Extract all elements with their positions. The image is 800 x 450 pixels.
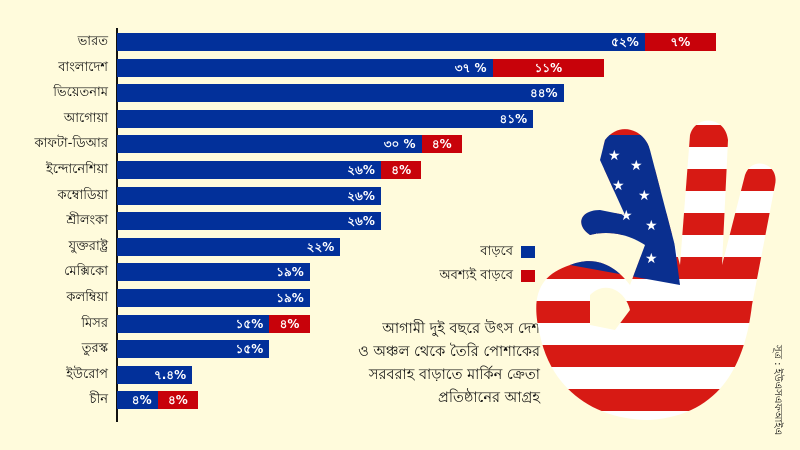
- bar-segment-increase: ৩৭ %: [117, 58, 493, 77]
- svg-text:★: ★: [638, 188, 651, 204]
- bar-segment-definitely-increase: ৪%: [380, 161, 422, 179]
- bar-row: চীন ৪% ৪%: [0, 391, 800, 410]
- legend-swatch-blue: [521, 246, 535, 258]
- bar-segment-increase: ২৬%: [117, 161, 381, 179]
- bar-segment-increase: ১৫%: [117, 314, 270, 333]
- category-label: মেক্সিকো: [64, 264, 108, 280]
- bar-segment-definitely-increase: ৭%: [644, 33, 716, 51]
- legend-label: অবশ্যই বাড়বে: [439, 267, 513, 283]
- svg-text:★: ★: [615, 243, 628, 259]
- bar-segment-increase: ২৬%: [117, 212, 381, 231]
- bar-row: তুরস্ক ১৫%: [0, 340, 800, 359]
- svg-text:★: ★: [630, 158, 643, 174]
- svg-text:★: ★: [620, 208, 633, 224]
- category-label: ভারত: [77, 34, 108, 49]
- bar-segment-increase: ১৫%: [117, 340, 270, 359]
- legend-item-definitely-increase: অবশ্যই বাড়বে: [395, 264, 535, 288]
- bar-row: শ্রীলংকা ২৬%: [0, 212, 800, 231]
- bar-segment-increase: ৪%: [117, 391, 158, 410]
- bar-row: বাংলাদেশ ৩৭ % ১১%: [0, 58, 800, 77]
- bar-segment-definitely-increase: ৪%: [157, 391, 199, 410]
- chart-caption: আগামী দুই বছরে উৎস দেশ ও অঞ্চল থেকে তৈরি…: [330, 318, 540, 410]
- bar-row: আগোয়া ৪১%: [0, 109, 800, 128]
- bar-segment-definitely-increase: ৪%: [269, 314, 310, 333]
- bar-row: ভিয়েতনাম ৪৪%: [0, 84, 800, 103]
- legend-swatch-red: [521, 270, 535, 282]
- bar-segment-increase: ৪৪%: [117, 84, 564, 103]
- caption-line: প্রতিষ্ঠানের আগ্রহ: [438, 390, 540, 406]
- bar-row: মেক্সিকো ১৯%: [0, 263, 800, 282]
- bar-segment-increase: ১৯%: [117, 289, 310, 307]
- bar-segment-increase: ১৯%: [117, 263, 310, 282]
- bar-segment-increase: ৪১%: [117, 109, 534, 128]
- legend-item-increase: বাড়বে: [395, 240, 535, 264]
- category-label: কম্বোডিয়া: [57, 187, 108, 203]
- bar-segment-increase: ২২%: [117, 237, 341, 256]
- category-label: শ্রীলংকা: [66, 213, 108, 229]
- bar-row: কাফটা-ডিআর ৩০ % ৪%: [0, 135, 800, 154]
- legend-label: বাড়বে: [480, 243, 513, 259]
- caption-line: আগামী দুই বছরে উৎস দেশ: [382, 321, 540, 337]
- bar-row: ইন্দোনেশিয়া ২৬% ৪%: [0, 161, 800, 179]
- bar-row: ভারত ৫২% ৭%: [0, 33, 800, 51]
- svg-text:★: ★: [590, 231, 603, 247]
- category-label: আগোয়া: [63, 110, 108, 126]
- us-flag-hand-illustration: ★ ★ ★ ★ ★ ★ ★ ★ ★: [536, 120, 776, 420]
- svg-text:★: ★: [645, 218, 658, 234]
- bar-segment-definitely-increase: ৪%: [421, 135, 463, 154]
- category-label: বাংলাদেশ: [58, 59, 108, 75]
- caption-line: ও অঞ্চল থেকে তৈরি পোশাকের: [358, 344, 540, 360]
- category-label: কলম্বিয়া: [66, 290, 108, 305]
- category-label: মিসর: [81, 315, 108, 331]
- category-label: যুক্তরাষ্ট্র: [68, 238, 108, 254]
- category-label: ইউরোপ: [66, 366, 108, 382]
- bar-row: যুক্তরাষ্ট্র ২২%: [0, 237, 800, 256]
- bar-segment-increase: ৭.৪%: [117, 365, 193, 384]
- bar-segment-increase: ৩০ %: [117, 135, 422, 154]
- bar-row: কলম্বিয়া ১৯%: [0, 289, 800, 307]
- svg-text:★: ★: [612, 178, 625, 194]
- bar-segment-definitely-increase: ১১%: [492, 58, 605, 77]
- source-note: সূত্র : ইউএসএফআইএ: [772, 345, 783, 436]
- caption-line: সরবরাহ বাড়াতে মার্কিন ক্রেতা: [368, 367, 540, 383]
- svg-text:★: ★: [645, 251, 658, 267]
- bar-segment-increase: ২৬%: [117, 186, 381, 205]
- category-label: ভিয়েতনাম: [53, 85, 108, 101]
- legend: বাড়বে অবশ্যই বাড়বে: [395, 240, 535, 288]
- category-label: চীন: [89, 392, 109, 408]
- bar-row: ইউরোপ ৭.৪%: [0, 365, 800, 384]
- category-label: ইন্দোনেশিয়া: [45, 162, 108, 177]
- svg-text:★: ★: [608, 148, 621, 164]
- category-label: কাফটা-ডিআর: [34, 136, 108, 152]
- bar-segment-increase: ৫২%: [117, 33, 645, 51]
- bar-row: মিসর ১৫% ৪%: [0, 314, 800, 333]
- bar-row: কম্বোডিয়া ২৬%: [0, 186, 800, 205]
- category-label: তুরস্ক: [81, 341, 108, 357]
